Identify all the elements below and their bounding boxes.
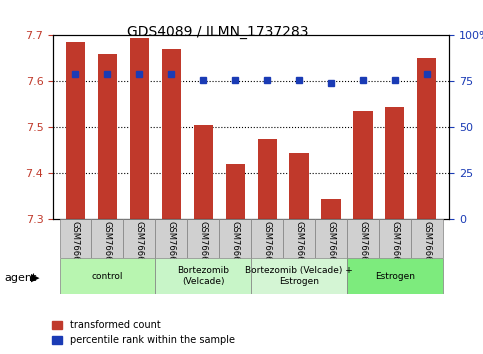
Text: GSM766684: GSM766684 [231,222,240,273]
Text: GSM766682: GSM766682 [167,222,176,273]
Text: Bortezomib (Velcade) +
Estrogen: Bortezomib (Velcade) + Estrogen [245,267,353,286]
Text: Bortezomib
(Velcade): Bortezomib (Velcade) [177,267,229,286]
Text: GDS4089 / ILMN_1737283: GDS4089 / ILMN_1737283 [127,25,308,39]
FancyBboxPatch shape [347,258,443,294]
FancyBboxPatch shape [91,219,123,258]
Text: GSM766680: GSM766680 [390,222,399,273]
FancyBboxPatch shape [315,219,347,258]
Bar [226,164,245,219]
Text: GSM766677: GSM766677 [103,222,112,273]
Text: GSM766683: GSM766683 [199,222,208,273]
Bar [385,107,404,219]
FancyBboxPatch shape [59,258,156,294]
Bar [417,58,437,219]
Bar [289,153,309,219]
FancyBboxPatch shape [411,219,443,258]
Text: GSM766687: GSM766687 [327,222,336,273]
Text: ▶: ▶ [31,273,40,283]
Bar [130,38,149,219]
FancyBboxPatch shape [156,219,187,258]
FancyBboxPatch shape [156,258,251,294]
FancyBboxPatch shape [251,258,347,294]
Text: GSM766686: GSM766686 [295,222,304,273]
FancyBboxPatch shape [219,219,251,258]
FancyBboxPatch shape [123,219,156,258]
Text: GSM766679: GSM766679 [358,222,368,273]
Bar [98,54,117,219]
Bar [321,199,341,219]
Bar [354,111,372,219]
Text: control: control [92,272,123,281]
FancyBboxPatch shape [347,219,379,258]
Bar [194,125,213,219]
FancyBboxPatch shape [187,219,219,258]
FancyBboxPatch shape [251,219,283,258]
Text: GSM766676: GSM766676 [71,222,80,273]
Text: GSM766678: GSM766678 [135,222,144,273]
Bar [162,49,181,219]
Legend: transformed count, percentile rank within the sample: transformed count, percentile rank withi… [48,316,239,349]
Bar [257,139,277,219]
FancyBboxPatch shape [59,219,91,258]
Bar [66,42,85,219]
Text: Estrogen: Estrogen [375,272,415,281]
FancyBboxPatch shape [379,219,411,258]
Text: GSM766681: GSM766681 [422,222,431,273]
FancyBboxPatch shape [283,219,315,258]
Text: GSM766685: GSM766685 [263,222,271,273]
Text: agent: agent [5,273,37,283]
